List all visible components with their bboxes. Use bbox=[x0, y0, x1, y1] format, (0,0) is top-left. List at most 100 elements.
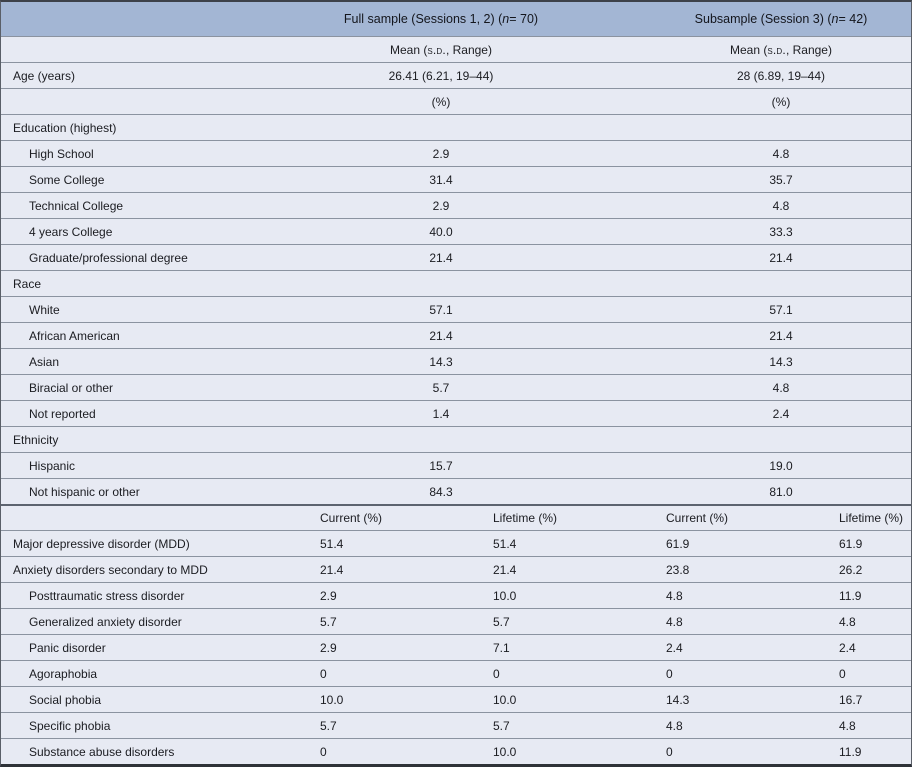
row-label: Agoraphobia bbox=[29, 666, 98, 681]
table-row: Not reported 1.4 2.4 bbox=[1, 400, 911, 426]
row-label: 4 years College bbox=[29, 224, 113, 239]
subsample-value: 21.4 bbox=[769, 328, 793, 343]
table-row: High School 2.9 4.8 bbox=[1, 140, 911, 166]
percent-value: 4.8 bbox=[666, 588, 683, 603]
subsample-value: 81.0 bbox=[769, 484, 793, 499]
row-label: Anxiety disorders secondary to MDD bbox=[13, 562, 208, 577]
percent-value: 51.4 bbox=[493, 536, 517, 551]
full-sample-n-value: = 70) bbox=[509, 12, 539, 26]
percent-value: 4.8 bbox=[666, 614, 683, 629]
mean-prefix: Mean ( bbox=[390, 42, 428, 57]
header-empty-cell bbox=[1, 2, 317, 36]
section-row: Race bbox=[1, 270, 911, 296]
subsample-value: 21.4 bbox=[769, 250, 793, 265]
current-lifetime-header-row: Current (%) Lifetime (%) Current (%) Lifeti… bbox=[1, 504, 911, 530]
row-label: Substance abuse disorders bbox=[29, 744, 175, 759]
percent-value: 26.2 bbox=[839, 562, 863, 577]
table-row: Not hispanic or other 84.3 81.0 bbox=[1, 478, 911, 504]
percent-value: 0 bbox=[839, 666, 846, 681]
percent-value: 7.1 bbox=[493, 640, 510, 655]
table-row: Technical College 2.9 4.8 bbox=[1, 192, 911, 218]
percent-value: 10.0 bbox=[493, 692, 517, 707]
row-label: Hispanic bbox=[29, 458, 76, 473]
subsample-value: 4.8 bbox=[772, 380, 790, 395]
col-header-full-sample: Full sample (Sessions 1, 2) (n = 70) bbox=[317, 2, 663, 36]
percent-value: 2.4 bbox=[839, 640, 856, 655]
percent-value: 5.7 bbox=[320, 718, 337, 733]
full-sample-value: 26.41 (6.21, 19–44) bbox=[388, 68, 494, 83]
subsample-value: 28 (6.89, 19–44) bbox=[736, 68, 826, 83]
full-sample-value: 21.4 bbox=[429, 328, 453, 343]
full-sample-value: 31.4 bbox=[429, 172, 453, 187]
table-row: African American 21.4 21.4 bbox=[1, 322, 911, 348]
percent-value: 2.4 bbox=[666, 640, 683, 655]
full-sample-stats-header: Mean (s.d., Range) bbox=[317, 37, 663, 62]
row-label: Age (years) bbox=[13, 68, 76, 83]
table-row: Asian 14.3 14.3 bbox=[1, 348, 911, 374]
full-sample-value: 2.9 bbox=[432, 146, 450, 161]
full-sample-value: 21.4 bbox=[429, 250, 453, 265]
percent-value: 51.4 bbox=[320, 536, 344, 551]
percent-value: 61.9 bbox=[839, 536, 863, 551]
percent-value: 5.7 bbox=[320, 614, 337, 629]
sd-smallcaps: s.d. bbox=[427, 42, 446, 57]
row-label: Major depressive disorder (MDD) bbox=[13, 536, 190, 551]
subsample-value: 33.3 bbox=[769, 224, 793, 239]
row-label bbox=[1, 37, 317, 62]
table-row: Posttraumatic stress disorder 2.9 10.0 4.8 1… bbox=[1, 582, 911, 608]
subsample-value: 4.8 bbox=[772, 146, 790, 161]
subsample-title: Subsample (Session 3) ( bbox=[694, 12, 832, 26]
table-row: Age (years) 26.41 (6.21, 19–44) 28 (6.89, … bbox=[1, 62, 911, 88]
subsample-value: (%) bbox=[771, 94, 791, 109]
table-row: Anxiety disorders secondary to MDD 21.4 21… bbox=[1, 556, 911, 582]
table-row: White 57.1 57.1 bbox=[1, 296, 911, 322]
row-label: Panic disorder bbox=[29, 640, 106, 655]
row-label: Technical College bbox=[29, 198, 124, 213]
row-label: Some College bbox=[29, 172, 105, 187]
subsample-stats-header: Mean (s.d., Range) bbox=[663, 37, 911, 62]
percent-value: 10.0 bbox=[493, 744, 517, 759]
sub-col-header: Current (%) bbox=[666, 511, 729, 525]
section-label: Education (highest) bbox=[13, 120, 117, 135]
percent-value: 16.7 bbox=[839, 692, 863, 707]
percent-value: 11.9 bbox=[839, 588, 862, 603]
percent-value: 23.8 bbox=[666, 562, 690, 577]
section-label: Race bbox=[13, 276, 42, 291]
row-label: African American bbox=[29, 328, 120, 343]
row-label: High School bbox=[29, 146, 94, 161]
full-sample-value: 15.7 bbox=[429, 458, 453, 473]
percent-value: 2.9 bbox=[320, 588, 337, 603]
percent-value: 0 bbox=[320, 744, 327, 759]
percent-value: 10.0 bbox=[320, 692, 344, 707]
table-row: Major depressive disorder (MDD) 51.4 51.4 6… bbox=[1, 530, 911, 556]
percent-value: 11.9 bbox=[839, 744, 862, 759]
percent-value: 14.3 bbox=[666, 692, 690, 707]
row-label: Posttraumatic stress disorder bbox=[29, 588, 185, 603]
row-label: Biracial or other bbox=[29, 380, 114, 395]
row-label: Asian bbox=[29, 354, 60, 369]
subsample-value: 4.8 bbox=[772, 198, 790, 213]
sub-col-header: Lifetime (%) bbox=[839, 511, 904, 525]
mean-suffix: , Range) bbox=[785, 42, 832, 57]
full-sample-value: (%) bbox=[431, 94, 451, 109]
full-sample-value: 2.9 bbox=[432, 198, 450, 213]
mean-suffix: , Range) bbox=[445, 42, 492, 57]
section-label: Ethnicity bbox=[13, 432, 59, 447]
full-sample-title: Full sample (Sessions 1, 2) ( bbox=[343, 12, 503, 26]
table-row: 4 years College 40.0 33.3 bbox=[1, 218, 911, 244]
section-row: Education (highest) bbox=[1, 114, 911, 140]
percent-value: 0 bbox=[320, 666, 327, 681]
percent-value: 21.4 bbox=[320, 562, 344, 577]
row-label: White bbox=[29, 302, 60, 317]
percent-value: 5.7 bbox=[493, 718, 510, 733]
percent-value: 4.8 bbox=[839, 718, 856, 733]
subsample-value: 35.7 bbox=[769, 172, 793, 187]
subsample-n-symbol: n bbox=[831, 12, 839, 26]
full-sample-value: 84.3 bbox=[429, 484, 453, 499]
table-row: Mean (s.d., Range) Mean (s.d., Range) bbox=[1, 36, 911, 62]
percent-value: 0 bbox=[666, 666, 673, 681]
row-label: Not reported bbox=[29, 406, 96, 421]
full-sample-value: 1.4 bbox=[432, 406, 450, 421]
sd-smallcaps: s.d. bbox=[767, 42, 786, 57]
row-label: Not hispanic or other bbox=[29, 484, 140, 499]
